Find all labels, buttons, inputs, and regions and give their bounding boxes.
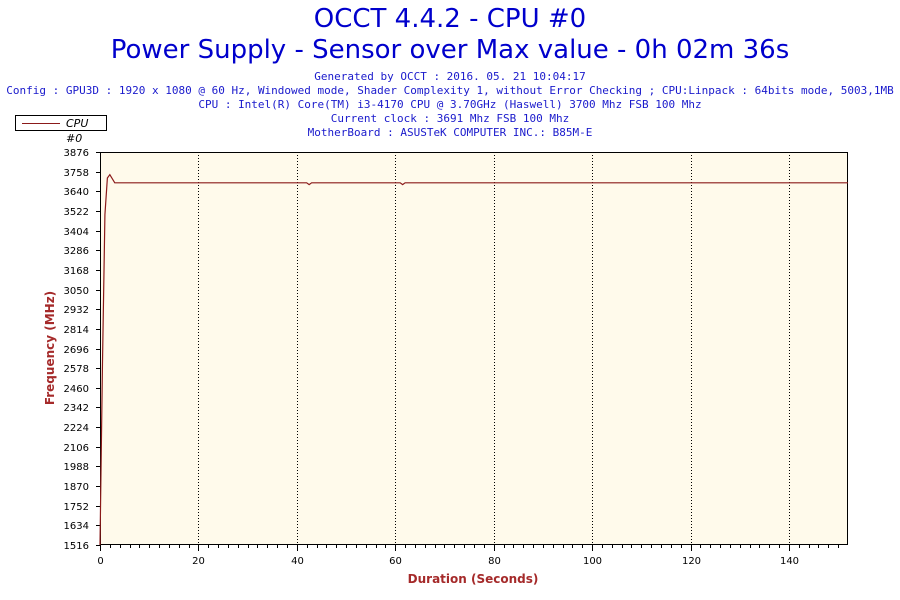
y-axis-title: Frequency (MHz) <box>43 290 57 406</box>
y-tick-label: 2224 <box>64 423 89 434</box>
y-tick-label: 1870 <box>64 482 89 493</box>
y-tick-label: 3286 <box>64 246 89 257</box>
y-tick-label: 3758 <box>64 168 89 179</box>
y-tick-label: 2460 <box>64 384 89 395</box>
y-tick-label: 3876 <box>64 148 89 159</box>
y-tick-label: 2578 <box>64 364 89 375</box>
x-tick-label: 20 <box>192 556 205 567</box>
motherboard-info: MotherBoard : ASUSTeK COMPUTER INC.: B85… <box>307 126 593 139</box>
config-info: Config : GPU3D : 1920 x 1080 @ 60 Hz, Wi… <box>6 84 894 97</box>
cpu-info: CPU : Intel(R) Core(TM) i3-4170 CPU @ 3.… <box>198 98 702 111</box>
y-tick-label: 2696 <box>64 345 89 356</box>
y-tick-label: 1752 <box>64 502 89 513</box>
y-tick-label: 3522 <box>64 207 89 218</box>
legend: CPU #0 <box>15 115 107 145</box>
x-tick-label: 80 <box>488 556 501 567</box>
y-tick-label: 1988 <box>64 462 89 473</box>
y-tick-label: 1634 <box>64 521 89 532</box>
chart-title: OCCT 4.4.2 - CPU #0 <box>313 4 587 34</box>
y-tick-label: 3404 <box>64 227 89 238</box>
legend-label: CPU #0 <box>66 117 89 145</box>
x-tick-label: 140 <box>780 556 799 567</box>
x-tick-label: 100 <box>583 556 602 567</box>
series-line-cpu-0 <box>99 173 848 546</box>
x-tick-label: 40 <box>291 556 304 567</box>
y-tick-label: 3640 <box>64 187 89 198</box>
y-tick-label: 2342 <box>64 403 89 414</box>
y-tick-label: 2814 <box>64 325 89 336</box>
y-tick-label: 2932 <box>64 305 89 316</box>
x-axis-title: Duration (Seconds) <box>407 572 539 586</box>
chart-subtitle: Power Supply - Sensor over Max value - 0… <box>110 35 790 65</box>
x-tick-label: 0 <box>97 556 103 567</box>
plot-border <box>100 152 848 545</box>
y-tick-label: 3168 <box>64 266 89 277</box>
legend-swatch <box>22 123 60 124</box>
x-tick-label: 60 <box>389 556 402 567</box>
y-tick-label: 1516 <box>64 541 89 552</box>
clock-info: Current clock : 3691 Mhz FSB 100 Mhz <box>330 112 570 125</box>
generated-info: Generated by OCCT : 2016. 05. 21 10:04:1… <box>314 70 586 83</box>
y-tick-label: 2106 <box>64 443 89 454</box>
y-tick-label: 3050 <box>64 286 89 297</box>
plot-area <box>100 152 848 545</box>
x-tick-label: 120 <box>682 556 701 567</box>
